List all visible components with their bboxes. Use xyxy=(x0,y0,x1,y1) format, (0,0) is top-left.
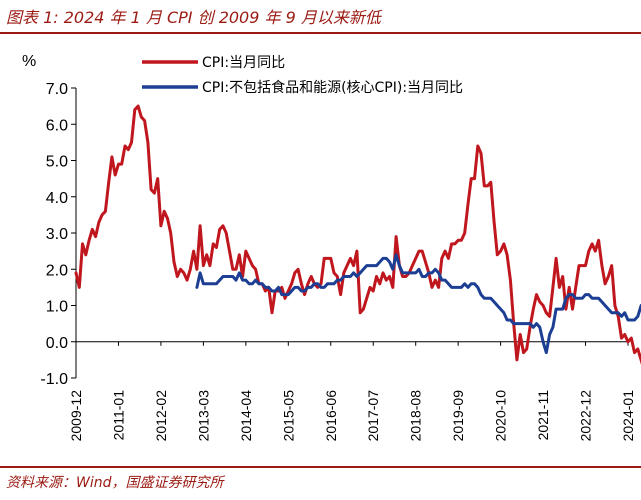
source-rule xyxy=(0,466,641,468)
y-tick-label: 1.0 xyxy=(46,299,68,316)
y-unit-label: % xyxy=(22,53,36,70)
y-tick-label: 4.0 xyxy=(46,190,68,207)
x-tick-label: 2012-02 xyxy=(153,390,169,442)
x-tick-label: 2015-05 xyxy=(280,390,296,442)
x-tick-label: 2011-01 xyxy=(110,390,126,441)
x-tick-label: 2017-07 xyxy=(365,390,381,442)
y-tick-label: 5.0 xyxy=(46,154,68,171)
title-rule xyxy=(0,32,641,34)
figure-title: 图表 1: 2024 年 1 月 CPI 创 2009 年 9 月以来新低 xyxy=(6,8,381,27)
y-tick-label: 3.0 xyxy=(46,226,68,243)
source-note: 资料来源：Wind，国盛证券研究所 xyxy=(6,475,224,491)
x-tick-label: 2021-11 xyxy=(535,390,551,441)
x-tick-label: 2020-10 xyxy=(493,390,509,442)
x-tick-label: 2013-03 xyxy=(195,390,211,442)
y-tick-label: 0.0 xyxy=(46,335,68,352)
legend: CPI:当月同比 CPI:不包括食品和能源(核心CPI):当月同比 xyxy=(142,55,463,96)
series-lines xyxy=(74,104,641,365)
x-tick-label: 2009-12 xyxy=(68,390,84,442)
y-tick-label: -1.0 xyxy=(40,371,68,388)
series-core-cpi-line xyxy=(195,253,641,355)
y-tick-label: 6.0 xyxy=(46,117,68,134)
x-tick-label: 2014-04 xyxy=(238,390,254,442)
x-tick-label: 2019-09 xyxy=(450,390,466,442)
y-tick-label: 7.0 xyxy=(46,81,68,98)
y-tick-label: 2.0 xyxy=(46,262,68,279)
x-tick-label: 2018-08 xyxy=(408,390,424,442)
x-tick-label: 2024-01 xyxy=(620,390,636,442)
series-cpi-line xyxy=(74,104,641,365)
legend-label: CPI:当月同比 xyxy=(202,55,285,71)
x-tick-label: 2016-06 xyxy=(323,390,339,442)
x-tick-label: 2022-12 xyxy=(578,390,594,442)
legend-label: CPI:不包括食品和能源(核心CPI):当月同比 xyxy=(202,79,463,96)
